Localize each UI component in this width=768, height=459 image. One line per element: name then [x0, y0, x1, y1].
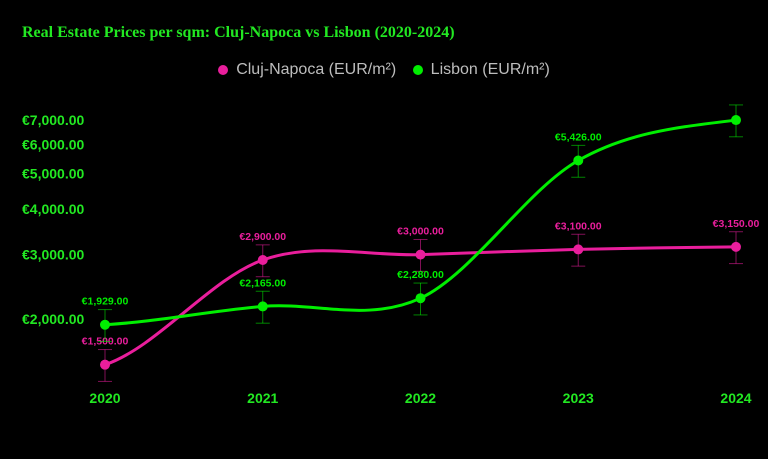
- data-point: [257, 254, 268, 265]
- legend-item-cluj[interactable]: Cluj-Napoca (EUR/m²): [218, 61, 396, 79]
- y-tick-label: €2,000.00: [22, 311, 84, 327]
- y-tick-label: €7,000.00: [22, 112, 84, 128]
- data-label: €2,280.00: [397, 269, 444, 281]
- y-tick-label: €6,000.00: [22, 137, 84, 153]
- legend-marker-lisbon: [412, 65, 423, 75]
- x-tick-label: 2022: [405, 390, 436, 406]
- legend-label-cluj: Cluj-Napoca (EUR/m²): [236, 61, 397, 78]
- data-label: €1,929.00: [82, 296, 129, 308]
- x-tick-label: 2024: [720, 390, 751, 406]
- data-point: [415, 293, 426, 304]
- data-point: [573, 155, 584, 166]
- x-tick-label: 2020: [89, 390, 120, 406]
- data-point: [731, 241, 741, 252]
- chart-title: Real Estate Prices per sqm: Cluj-Napoca …: [22, 24, 455, 41]
- legend-marker-cluj: [218, 65, 229, 75]
- y-tick-label: €4,000.00: [22, 201, 84, 217]
- data-point: [100, 359, 110, 370]
- y-tick-label: €3,000.00: [22, 247, 84, 263]
- data-point: [257, 301, 268, 312]
- legend-item-lisbon[interactable]: Lisbon (EUR/m²): [412, 61, 550, 79]
- data-point: [415, 249, 426, 260]
- data-label: €3,000.00: [397, 226, 444, 238]
- data-label: €2,900.00: [239, 231, 286, 243]
- data-label: €3,150.00: [713, 218, 760, 230]
- data-label: €3,100.00: [555, 220, 602, 232]
- data-point: [573, 244, 584, 255]
- data-point: [731, 115, 741, 126]
- data-label: €2,165.00: [239, 277, 286, 289]
- x-tick-label: 2021: [247, 390, 278, 406]
- y-tick-label: €5,000.00: [22, 165, 84, 181]
- legend: Cluj-Napoca (EUR/m²) Lisbon (EUR/m²): [0, 61, 768, 80]
- x-tick-label: 2023: [563, 390, 594, 406]
- data-point: [100, 319, 110, 330]
- data-label: €5,426.00: [555, 132, 602, 144]
- legend-label-lisbon: Lisbon (EUR/m²): [430, 61, 550, 78]
